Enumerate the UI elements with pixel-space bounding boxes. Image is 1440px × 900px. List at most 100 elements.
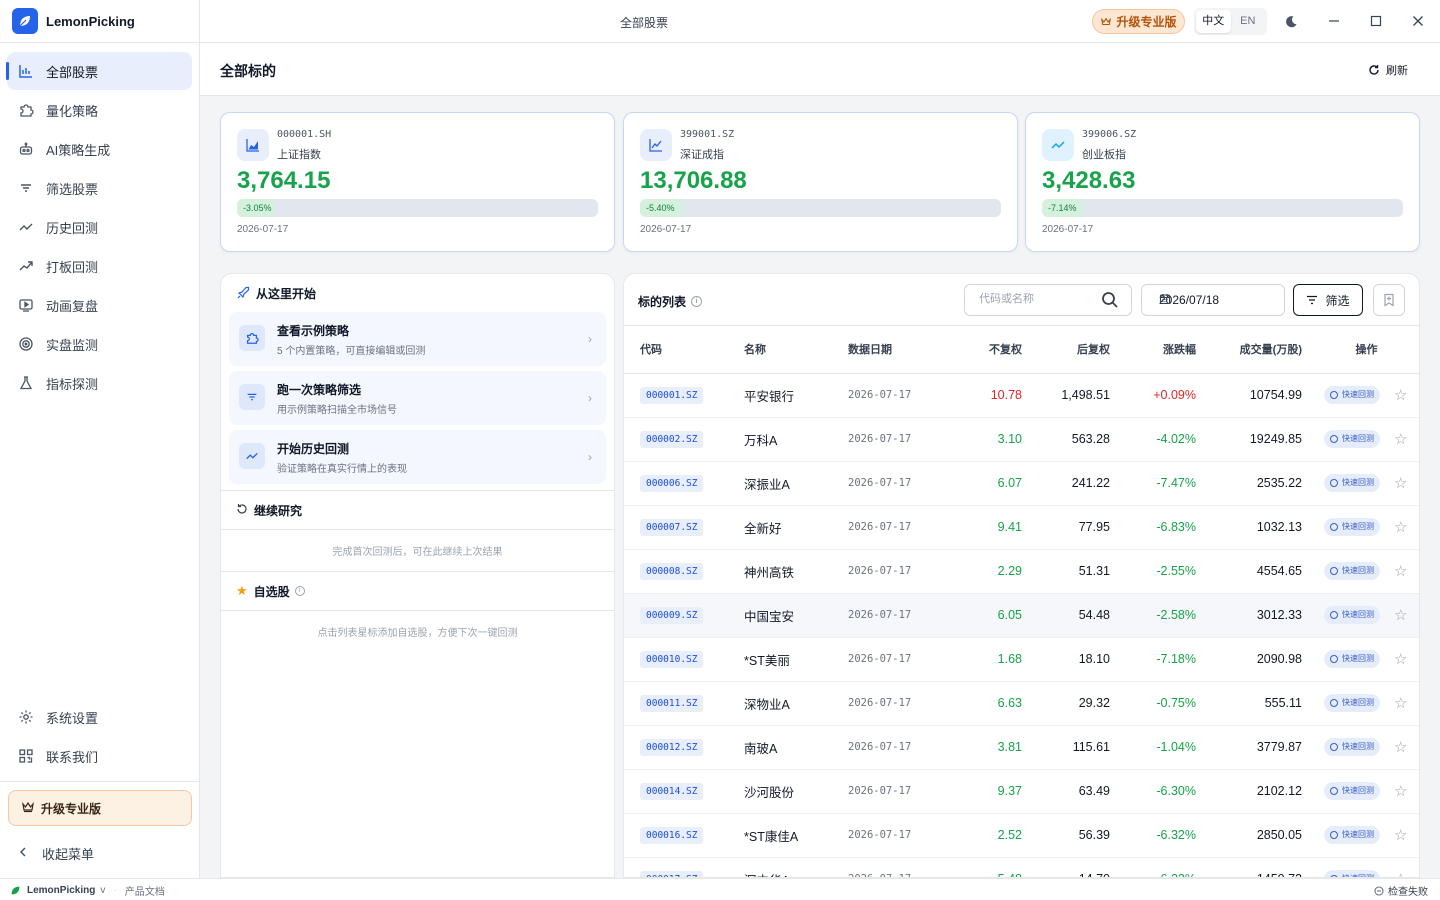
- cell-actions: 快速回测 ☆: [1312, 505, 1419, 550]
- sidebar-item-history-backtest[interactable]: 历史回测: [7, 208, 192, 246]
- star-icon[interactable]: ☆: [1394, 607, 1408, 625]
- col-header-volume[interactable]: 成交量(万股): [1206, 326, 1312, 374]
- search-icon[interactable]: [1101, 291, 1119, 312]
- star-icon[interactable]: ☆: [1394, 519, 1408, 537]
- quick-backtest-button[interactable]: 快速回测: [1324, 869, 1380, 877]
- sidebar-item-animation-replay[interactable]: 动画复盘: [7, 286, 192, 324]
- quick-backtest-button[interactable]: 快速回测: [1324, 781, 1380, 800]
- table-row[interactable]: 000012.SZ 南玻A 2026-07-17 3.81 115.61 -1.04% 37…: [624, 725, 1419, 770]
- star-icon[interactable]: ☆: [1394, 387, 1408, 405]
- stock-code-chip[interactable]: 000008.SZ: [640, 562, 704, 580]
- star-icon[interactable]: ☆: [1394, 870, 1407, 877]
- table-row[interactable]: 000001.SZ 平安银行 2026-07-17 10.78 1,498.51 +0.0…: [624, 373, 1419, 418]
- col-header-change[interactable]: 涨跌幅: [1120, 326, 1206, 374]
- cell-code: 000014.SZ: [624, 769, 740, 814]
- lang-en-button[interactable]: EN: [1240, 15, 1256, 27]
- table-row[interactable]: 000011.SZ 深物业A 2026-07-17 6.63 29.32 -0.75% 55…: [624, 681, 1419, 726]
- stock-code-chip[interactable]: 000009.SZ: [640, 606, 704, 624]
- star-icon[interactable]: ☆: [1394, 783, 1408, 801]
- col-header-price[interactable]: 不复权: [948, 326, 1032, 374]
- cell-price: 2.52: [948, 813, 1032, 858]
- col-header-date[interactable]: 数据日期: [840, 326, 948, 374]
- close-icon[interactable]: [1409, 12, 1427, 30]
- stock-code-chip[interactable]: 000007.SZ: [640, 518, 704, 536]
- search-input[interactable]: [979, 293, 1089, 305]
- start-history-backtest-button[interactable]: 开始历史回测 验证策略在真实行情上的表现 ›: [229, 430, 606, 484]
- table-row[interactable]: 000006.SZ 深振业A 2026-07-17 6.07 241.22 -7.47% 2…: [624, 461, 1419, 506]
- check-status[interactable]: 检查失败: [1388, 887, 1428, 898]
- title-bar: 全部股票 升级专业版 中文 EN: [200, 0, 1440, 43]
- index-card-cyb[interactable]: 399006.SZ 创业板指 3,428.63 -7.14% 2026-07-1…: [1025, 112, 1420, 252]
- stock-code-chip[interactable]: 000014.SZ: [640, 782, 704, 800]
- quick-backtest-button[interactable]: 快速回测: [1324, 605, 1380, 624]
- table-row[interactable]: 000016.SZ *ST康佳A 2026-07-17 2.52 56.39 -6.32%…: [624, 813, 1419, 858]
- star-icon[interactable]: ☆: [1394, 651, 1408, 669]
- star-icon[interactable]: ☆: [1394, 563, 1408, 581]
- index-card-sh[interactable]: 000001.SH 上证指数 3,764.15 -3.05% 2026-07-1…: [220, 112, 615, 252]
- sidebar-item-settings[interactable]: 系统设置: [7, 698, 193, 736]
- index-card-sz[interactable]: 399001.SZ 深证成指 13,706.88 -5.40% 2026-07-…: [623, 112, 1018, 252]
- filter-button[interactable]: 筛选: [1293, 284, 1363, 316]
- stock-code-chip[interactable]: 000012.SZ: [640, 738, 704, 756]
- stock-code-chip[interactable]: 000011.SZ: [640, 694, 704, 712]
- sidebar-item-indicator-probe[interactable]: 指标探测: [7, 364, 192, 402]
- bookmark-export-button[interactable]: [1373, 284, 1405, 316]
- upgrade-pro-button[interactable]: 升级专业版: [8, 790, 192, 826]
- star-icon[interactable]: ☆: [1394, 739, 1408, 757]
- sidebar-item-live-monitor[interactable]: 实盘监测: [7, 325, 192, 363]
- sidebar-item-contact[interactable]: 联系我们: [7, 737, 193, 775]
- sidebar-item-label: 全部股票: [46, 64, 99, 80]
- upgrade-pro-pill-button[interactable]: 升级专业版: [1092, 9, 1185, 34]
- cell-actions: 快速回测 ☆: [1312, 857, 1419, 877]
- table-row[interactable]: 000002.SZ 万科A 2026-07-17 3.10 563.28 -4.02% 19…: [624, 417, 1419, 462]
- cell-code: 000008.SZ: [624, 549, 740, 594]
- quick-backtest-button[interactable]: 快速回测: [1324, 473, 1380, 492]
- stock-code-chip[interactable]: 000001.SZ: [640, 386, 704, 404]
- collapse-menu-button[interactable]: 收起菜单: [0, 834, 200, 872]
- cell-volume: 2090.98: [1206, 637, 1312, 682]
- star-icon[interactable]: ☆: [1394, 827, 1408, 845]
- minimize-icon[interactable]: [1325, 12, 1343, 30]
- refresh-button[interactable]: 刷新: [1368, 62, 1408, 78]
- sidebar-item-ai-strategy[interactable]: AI策略生成: [7, 130, 192, 168]
- col-header-adj-price[interactable]: 后复权: [1032, 326, 1120, 374]
- stock-code-chip[interactable]: 000017.SZ: [640, 870, 704, 877]
- table-row[interactable]: 000007.SZ 全新好 2026-07-17 9.41 77.95 -6.83% 103…: [624, 505, 1419, 550]
- lang-zh-button[interactable]: 中文: [1196, 10, 1231, 33]
- stock-code-chip[interactable]: 000006.SZ: [640, 474, 704, 492]
- sidebar-item-filter-stocks[interactable]: 筛选股票: [7, 169, 192, 207]
- maximize-icon[interactable]: [1367, 12, 1385, 30]
- quick-backtest-button[interactable]: 快速回测: [1324, 737, 1380, 756]
- quick-backtest-button[interactable]: 快速回测: [1324, 561, 1380, 580]
- sidebar-item-all-stocks[interactable]: 全部股票: [6, 52, 192, 90]
- stock-code-chip[interactable]: 000016.SZ: [640, 826, 704, 844]
- stock-code-chip[interactable]: 000010.SZ: [640, 650, 704, 668]
- moon-theme-icon[interactable]: [1282, 12, 1300, 30]
- cell-actions: 快速回测 ☆: [1312, 373, 1419, 418]
- stock-code-chip[interactable]: 000002.SZ: [640, 430, 704, 448]
- date-picker[interactable]: 2026/07/18: [1141, 284, 1285, 316]
- quick-backtest-button[interactable]: 快速回测: [1324, 517, 1380, 536]
- quick-backtest-button[interactable]: 快速回测: [1324, 825, 1380, 844]
- quick-backtest-button[interactable]: 快速回测: [1324, 693, 1380, 712]
- docs-link[interactable]: 产品文档: [124, 887, 165, 898]
- index-code: 399001.SZ: [680, 129, 735, 140]
- quick-backtest-button[interactable]: 快速回测: [1324, 385, 1380, 404]
- table-row[interactable]: 000010.SZ *ST美丽 2026-07-17 1.68 18.10 -7.18% 2…: [624, 637, 1419, 682]
- view-example-strategies-button[interactable]: 查看示例策略 5 个内置策略，可直接编辑或回测 ›: [229, 312, 606, 366]
- run-strategy-filter-button[interactable]: 跑一次策略筛选 用示例策略扫描全市场信号 ›: [229, 371, 606, 425]
- quick-backtest-button[interactable]: 快速回测: [1324, 649, 1380, 668]
- table-row[interactable]: 000014.SZ 沙河股份 2026-07-17 9.37 63.49 -6.30% 21…: [624, 769, 1419, 814]
- star-icon[interactable]: ☆: [1394, 431, 1408, 449]
- table-row[interactable]: 000008.SZ 神州高铁 2026-07-17 2.29 51.31 -2.55% 45…: [624, 549, 1419, 594]
- quick-backtest-button[interactable]: 快速回测: [1324, 429, 1380, 448]
- table-row[interactable]: 000009.SZ 中国宝安 2026-07-17 6.05 54.48 -2.58% 30…: [624, 593, 1419, 638]
- sidebar-item-quant-strategy[interactable]: 量化策略: [7, 91, 192, 129]
- star-icon[interactable]: ☆: [1394, 695, 1408, 713]
- table-row[interactable]: 000017.SZ 深中华A2026-07-175.4814.70-6.22%14…: [624, 857, 1419, 877]
- col-header-code[interactable]: 代码: [624, 326, 740, 374]
- star-icon[interactable]: ☆: [1394, 475, 1408, 493]
- cell-name: 平安银行: [740, 373, 840, 418]
- sidebar-item-limit-backtest[interactable]: 打板回测: [7, 247, 192, 285]
- col-header-name[interactable]: 名称: [740, 326, 840, 374]
